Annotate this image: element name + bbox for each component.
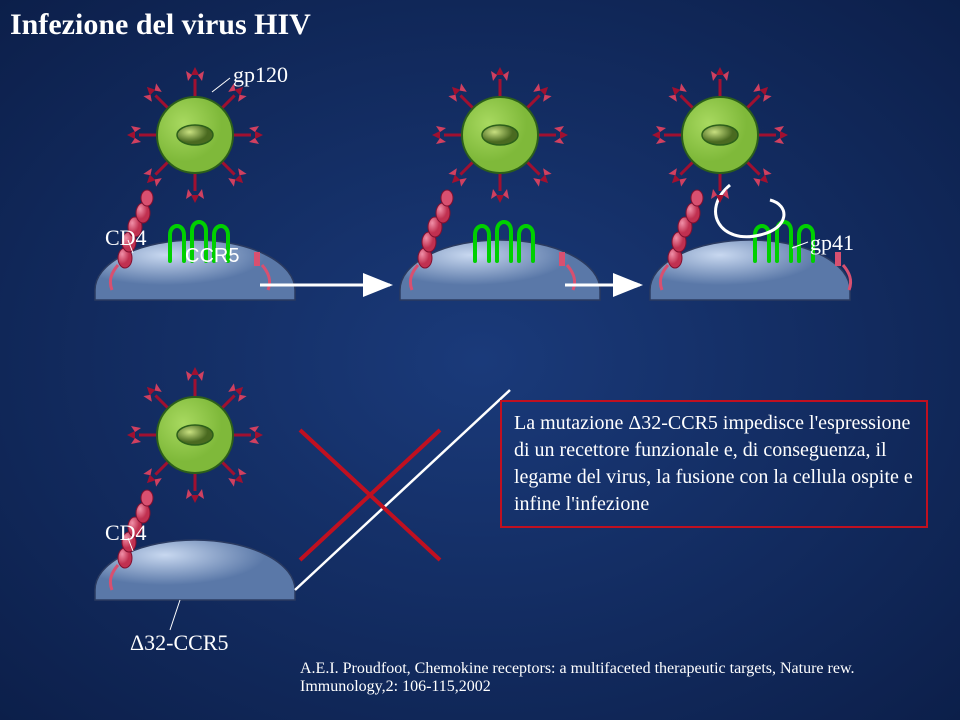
virus-3	[652, 67, 788, 203]
gp120-pointer	[212, 78, 230, 92]
page-title: Infezione del virus HIV	[10, 8, 311, 42]
label-d32ccr5: Δ32-CCR5	[130, 630, 229, 656]
callout-pointer	[295, 390, 510, 590]
citation-line1: A.E.I. Proudfoot, Chemokine receptors: a…	[300, 660, 854, 678]
label-ccr5: CCR5	[185, 245, 239, 268]
citation: A.E.I. Proudfoot, Chemokine receptors: a…	[300, 660, 854, 696]
cross-icon	[300, 430, 440, 560]
callout-box: La mutazione Δ32-CCR5 impedisce l'espres…	[500, 400, 928, 528]
virus-2	[432, 67, 568, 203]
d32-pointer	[170, 600, 180, 630]
label-gp41: gp41	[810, 230, 854, 256]
label-cd4-top: CD4	[105, 225, 147, 251]
diagram-svg	[0, 0, 960, 720]
label-cd4-bottom: CD4	[105, 520, 147, 546]
virus-4	[127, 367, 263, 503]
citation-line2: Immunology,2: 106-115,2002	[300, 678, 854, 696]
label-gp120: gp120	[233, 62, 288, 88]
